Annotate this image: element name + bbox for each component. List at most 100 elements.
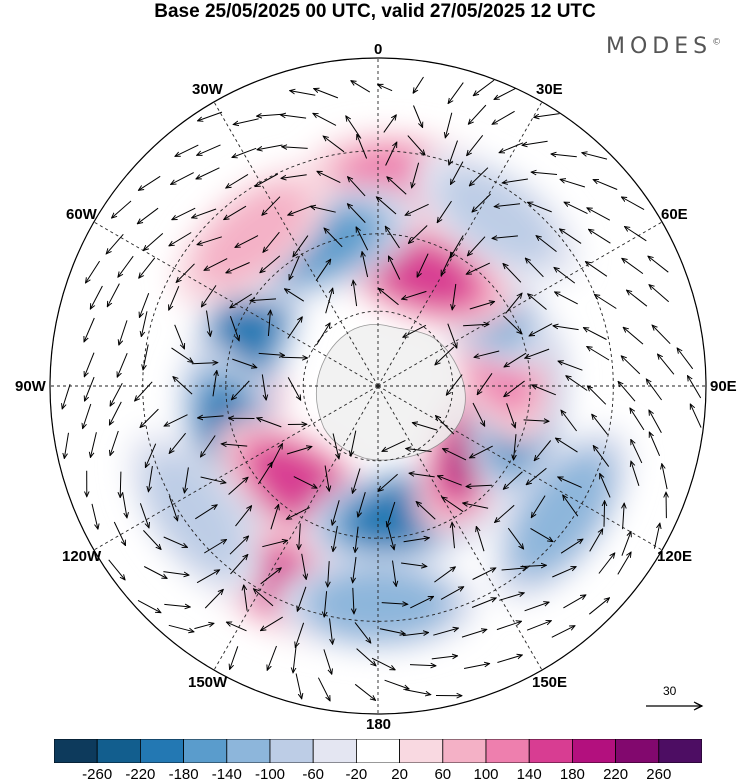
wind-vector: [260, 568, 282, 585]
wind-vector: [593, 446, 610, 467]
colorbar-tick-label: -20: [345, 766, 368, 783]
wind-vector: [451, 161, 464, 185]
wind-vector: [172, 207, 196, 220]
wind-vector: [504, 380, 525, 397]
wind-vector: [91, 503, 98, 529]
wind-vector: [385, 226, 400, 249]
wind-vector: [376, 197, 397, 215]
wind-vector: [289, 255, 300, 280]
wind-vector: [442, 497, 464, 513]
wind-vector: [323, 649, 332, 674]
wind-vector: [290, 91, 316, 96]
wind-vector: [469, 167, 489, 186]
wind-vector: [333, 525, 338, 552]
wind-vector: [652, 325, 671, 345]
wind-vector: [143, 530, 161, 549]
wind-vector: [560, 229, 582, 244]
wind-vector: [463, 503, 489, 509]
wind-vector: [592, 414, 609, 436]
wind-vector: [230, 555, 248, 575]
wind-vector: [143, 566, 167, 579]
wind-vector: [531, 495, 546, 518]
wind-vector: [85, 376, 95, 401]
wind-vector: [448, 82, 464, 104]
colorbar-tick-label: 100: [473, 766, 499, 783]
wind-vector: [255, 173, 279, 187]
wind-vector: [402, 633, 429, 637]
colorbar-swatch: [399, 739, 444, 763]
wind-vector: [437, 200, 452, 223]
wind-vector: [387, 177, 407, 195]
wind-vector: [560, 179, 586, 188]
wind-vector: [387, 524, 395, 550]
wind-vector: [563, 495, 579, 517]
wind-vector: [163, 536, 188, 547]
wind-vector: [137, 207, 159, 224]
wind-vector: [212, 371, 217, 397]
wind-vector: [230, 646, 239, 669]
wind-vector: [417, 253, 429, 278]
wind-vector: [106, 233, 124, 254]
wind-vector: [143, 344, 149, 371]
wind-vector: [477, 373, 493, 394]
wind-vector: [286, 507, 310, 520]
wind-vector: [226, 622, 247, 632]
wind-vector: [525, 348, 550, 358]
wind-vector: [690, 404, 702, 428]
wind-vector: [472, 402, 485, 426]
wind-vector: [169, 232, 192, 246]
wind-vector: [495, 504, 515, 522]
colorbar-swatch: [140, 739, 185, 763]
wind-vector: [163, 571, 189, 576]
wind-vector: [229, 316, 239, 341]
colorbar-tick-label: -140: [211, 766, 242, 783]
colorbar-swatch: [226, 739, 271, 763]
wind-vector: [503, 264, 522, 283]
wind-vector: [450, 235, 464, 259]
wind-vector: [378, 288, 399, 306]
wind-vector: [233, 118, 259, 125]
wind-vector: [135, 381, 153, 401]
wind-vector: [560, 539, 583, 554]
wind-vector: [416, 502, 436, 520]
wind-vector: [110, 430, 119, 456]
wind-vector: [582, 153, 608, 160]
meridian-line: [93, 385, 379, 551]
wind-vector: [410, 596, 433, 609]
wind-vector: [280, 115, 307, 119]
wind-vector: [412, 423, 438, 431]
wind-vector: [413, 105, 423, 128]
wind-vector: [221, 444, 248, 446]
wind-vector: [139, 503, 149, 528]
wind-vector: [403, 324, 427, 337]
wind-vector: [587, 347, 610, 361]
wind-vector: [288, 205, 313, 215]
wind-vector: [197, 236, 222, 245]
wind-vector: [630, 408, 645, 431]
wind-vector: [201, 285, 217, 307]
wind-vector: [113, 521, 125, 546]
wind-vector: [564, 202, 588, 215]
wind-vector: [514, 434, 517, 460]
wind-vector: [492, 236, 518, 239]
wind-vector: [62, 384, 71, 409]
wind-vector: [356, 648, 376, 666]
wind-vector: [677, 348, 694, 370]
wind-vector: [138, 175, 161, 190]
wind-vector: [137, 599, 161, 612]
wind-vector: [119, 320, 128, 345]
wind-vector: [617, 552, 631, 575]
colorbar-tick-label: -260: [82, 766, 113, 783]
meridian-label: 60E: [661, 206, 688, 223]
wind-vector: [587, 386, 607, 405]
wind-vector: [497, 655, 522, 663]
wind-vector: [600, 474, 611, 498]
wind-vector: [169, 286, 180, 310]
colorbar-swatch: [269, 739, 314, 763]
wind-vector: [109, 401, 122, 425]
wind-vector: [171, 347, 194, 363]
wind-vector: [355, 526, 359, 553]
meridian-label: 60W: [66, 206, 97, 223]
wind-vector: [496, 621, 522, 631]
wind-vector: [261, 616, 283, 631]
